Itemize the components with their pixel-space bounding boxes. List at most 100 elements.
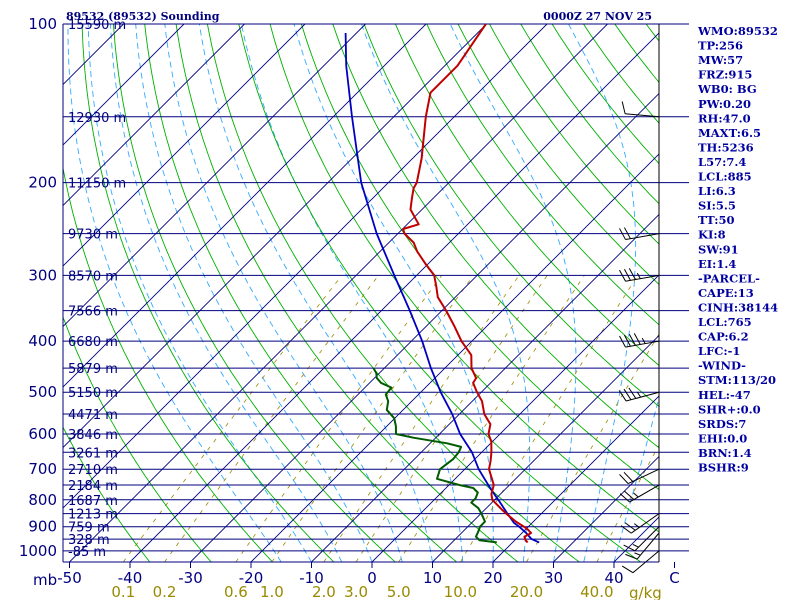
pressure-label: 800 xyxy=(28,491,57,509)
temperature-label: -10 xyxy=(299,569,324,587)
index-line: L57:7.4 xyxy=(698,155,746,169)
barb-staff xyxy=(632,550,660,574)
wind-barb xyxy=(619,333,660,348)
pressure-label: 600 xyxy=(28,425,57,443)
index-line: TP:256 xyxy=(698,39,743,53)
index-line: LFC:-1 xyxy=(698,344,740,358)
height-label: 6680 m xyxy=(68,335,118,350)
barb-full-flag xyxy=(619,228,626,240)
barb-full-flag xyxy=(619,474,629,484)
index-line: CAP:6.2 xyxy=(698,330,749,344)
mixing-ratio-line xyxy=(235,275,443,562)
height-label: 9730 m xyxy=(68,228,118,243)
dry-adiabat xyxy=(81,24,335,562)
isotherm xyxy=(553,455,659,562)
isotherm xyxy=(63,24,185,146)
barb-half-flag xyxy=(634,552,641,556)
mixing-ratio-unit-label: g/kg xyxy=(629,584,662,600)
barb-half-flag xyxy=(641,337,646,344)
barb-half-flag xyxy=(633,492,639,498)
height-label: 5879 m xyxy=(68,362,118,377)
isotherm xyxy=(63,24,64,25)
mixing-ratio-line xyxy=(526,333,659,562)
isotherm xyxy=(63,24,427,388)
mixing-ratio-line xyxy=(323,275,520,562)
index-line: CINH:38144 xyxy=(698,300,778,314)
isotherm xyxy=(190,92,659,562)
index-line: PW:0.20 xyxy=(698,97,751,111)
isotherm xyxy=(63,24,306,267)
wind-barb xyxy=(621,101,660,118)
temperature-label: C xyxy=(669,569,679,587)
isotherm xyxy=(63,24,487,449)
mixing-ratio-label: 1.0 xyxy=(260,583,284,600)
barb-full-flag xyxy=(628,333,636,346)
dry-adiabat xyxy=(206,24,580,562)
wind-barb xyxy=(625,532,660,560)
isotherm xyxy=(63,24,245,207)
temperature-label: 10 xyxy=(423,569,442,587)
wind-barb xyxy=(619,268,660,282)
barb-full-flag xyxy=(623,388,632,401)
mixing-ratio-line xyxy=(122,275,343,562)
isotherm xyxy=(0,24,3,562)
index-line: LCL:765 xyxy=(698,315,752,329)
moist-adiabat xyxy=(293,24,494,562)
dry-adiabat xyxy=(551,24,659,165)
mixing-ratio-label: 0.6 xyxy=(224,583,248,600)
barb-staff xyxy=(634,526,660,552)
index-line: STM:113/20 xyxy=(698,373,776,387)
barb-full-flag xyxy=(621,101,626,114)
moist-adiabat xyxy=(67,24,282,562)
dry-adiabat xyxy=(457,24,659,285)
wind-barb xyxy=(620,513,660,534)
wind-barb xyxy=(619,484,660,503)
moist-adiabat xyxy=(568,24,637,562)
isotherm xyxy=(63,24,548,509)
barb-full-flag xyxy=(623,544,636,552)
pressure-label: 500 xyxy=(28,383,57,401)
index-line: TH:5236 xyxy=(698,140,754,154)
index-line: HEL:-47 xyxy=(698,388,751,402)
moist-adiabat xyxy=(361,24,531,562)
sounding-title: 89532 (89532) Sounding xyxy=(66,10,220,23)
barb-half-flag xyxy=(632,543,639,548)
barb-half-flag xyxy=(633,523,640,528)
index-line: CAPE:13 xyxy=(698,286,754,300)
barb-full-flag xyxy=(619,493,630,503)
barb-staff xyxy=(625,274,660,282)
index-line: MAXT:6.5 xyxy=(698,126,761,140)
isotherms xyxy=(0,24,659,562)
dry-adiabat xyxy=(63,165,273,562)
pressure-label: 100 xyxy=(28,15,57,33)
height-label: 4471 m xyxy=(68,408,118,423)
isotherm xyxy=(129,32,659,562)
mixing-ratio-label: 3.0 xyxy=(344,583,368,600)
dry-adiabat xyxy=(583,24,659,124)
wind-barb-column xyxy=(618,24,660,574)
barb-staff xyxy=(630,513,660,534)
barb-full-flag xyxy=(623,334,631,347)
dewpoint-trace xyxy=(372,367,497,544)
sounding-datetime: 0000Z 27 NOV 25 xyxy=(543,10,652,23)
mixing-ratio-label: 10.0 xyxy=(444,583,477,600)
index-line: SW:91 xyxy=(698,242,739,256)
height-label: 759 m xyxy=(68,521,110,536)
barb-staff xyxy=(629,484,660,503)
index-line: TT:50 xyxy=(698,213,735,227)
barb-full-flag xyxy=(620,525,632,534)
height-label: 3261 m xyxy=(68,446,118,461)
index-line: EHI:0.0 xyxy=(698,431,747,445)
barb-full-flag xyxy=(619,269,626,282)
pressure-label: 900 xyxy=(28,518,57,536)
moist-adiabat xyxy=(613,396,659,562)
wind-barb xyxy=(619,468,660,485)
index-line: SHR+:0.0 xyxy=(698,402,761,416)
index-line: WB0: BG xyxy=(697,82,757,96)
index-line: WMO:89532 xyxy=(697,24,778,38)
isotherm xyxy=(63,24,366,328)
height-label: 1213 m xyxy=(68,508,118,523)
